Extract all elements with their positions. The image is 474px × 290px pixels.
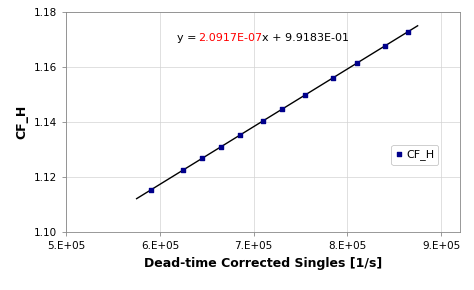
Text: 2.0917E-07: 2.0917E-07 [198,33,262,43]
Legend: CF_H: CF_H [392,145,438,165]
CF_H [301,93,309,97]
CF_H [329,75,337,80]
CF_H [404,29,412,34]
CF_H [278,107,286,112]
CF_H [259,119,267,123]
CF_H [147,188,155,192]
X-axis label: Dead-time Corrected Singles [1/s]: Dead-time Corrected Singles [1/s] [144,257,382,270]
Text: x + 9.9183E-01: x + 9.9183E-01 [262,33,349,43]
CF_H [199,156,206,161]
CF_H [217,144,225,149]
CF_H [353,61,361,66]
Text: y =: y = [176,33,200,43]
CF_H [381,44,389,48]
Y-axis label: CF_H: CF_H [16,105,28,139]
CF_H [236,133,244,137]
CF_H [180,168,187,172]
